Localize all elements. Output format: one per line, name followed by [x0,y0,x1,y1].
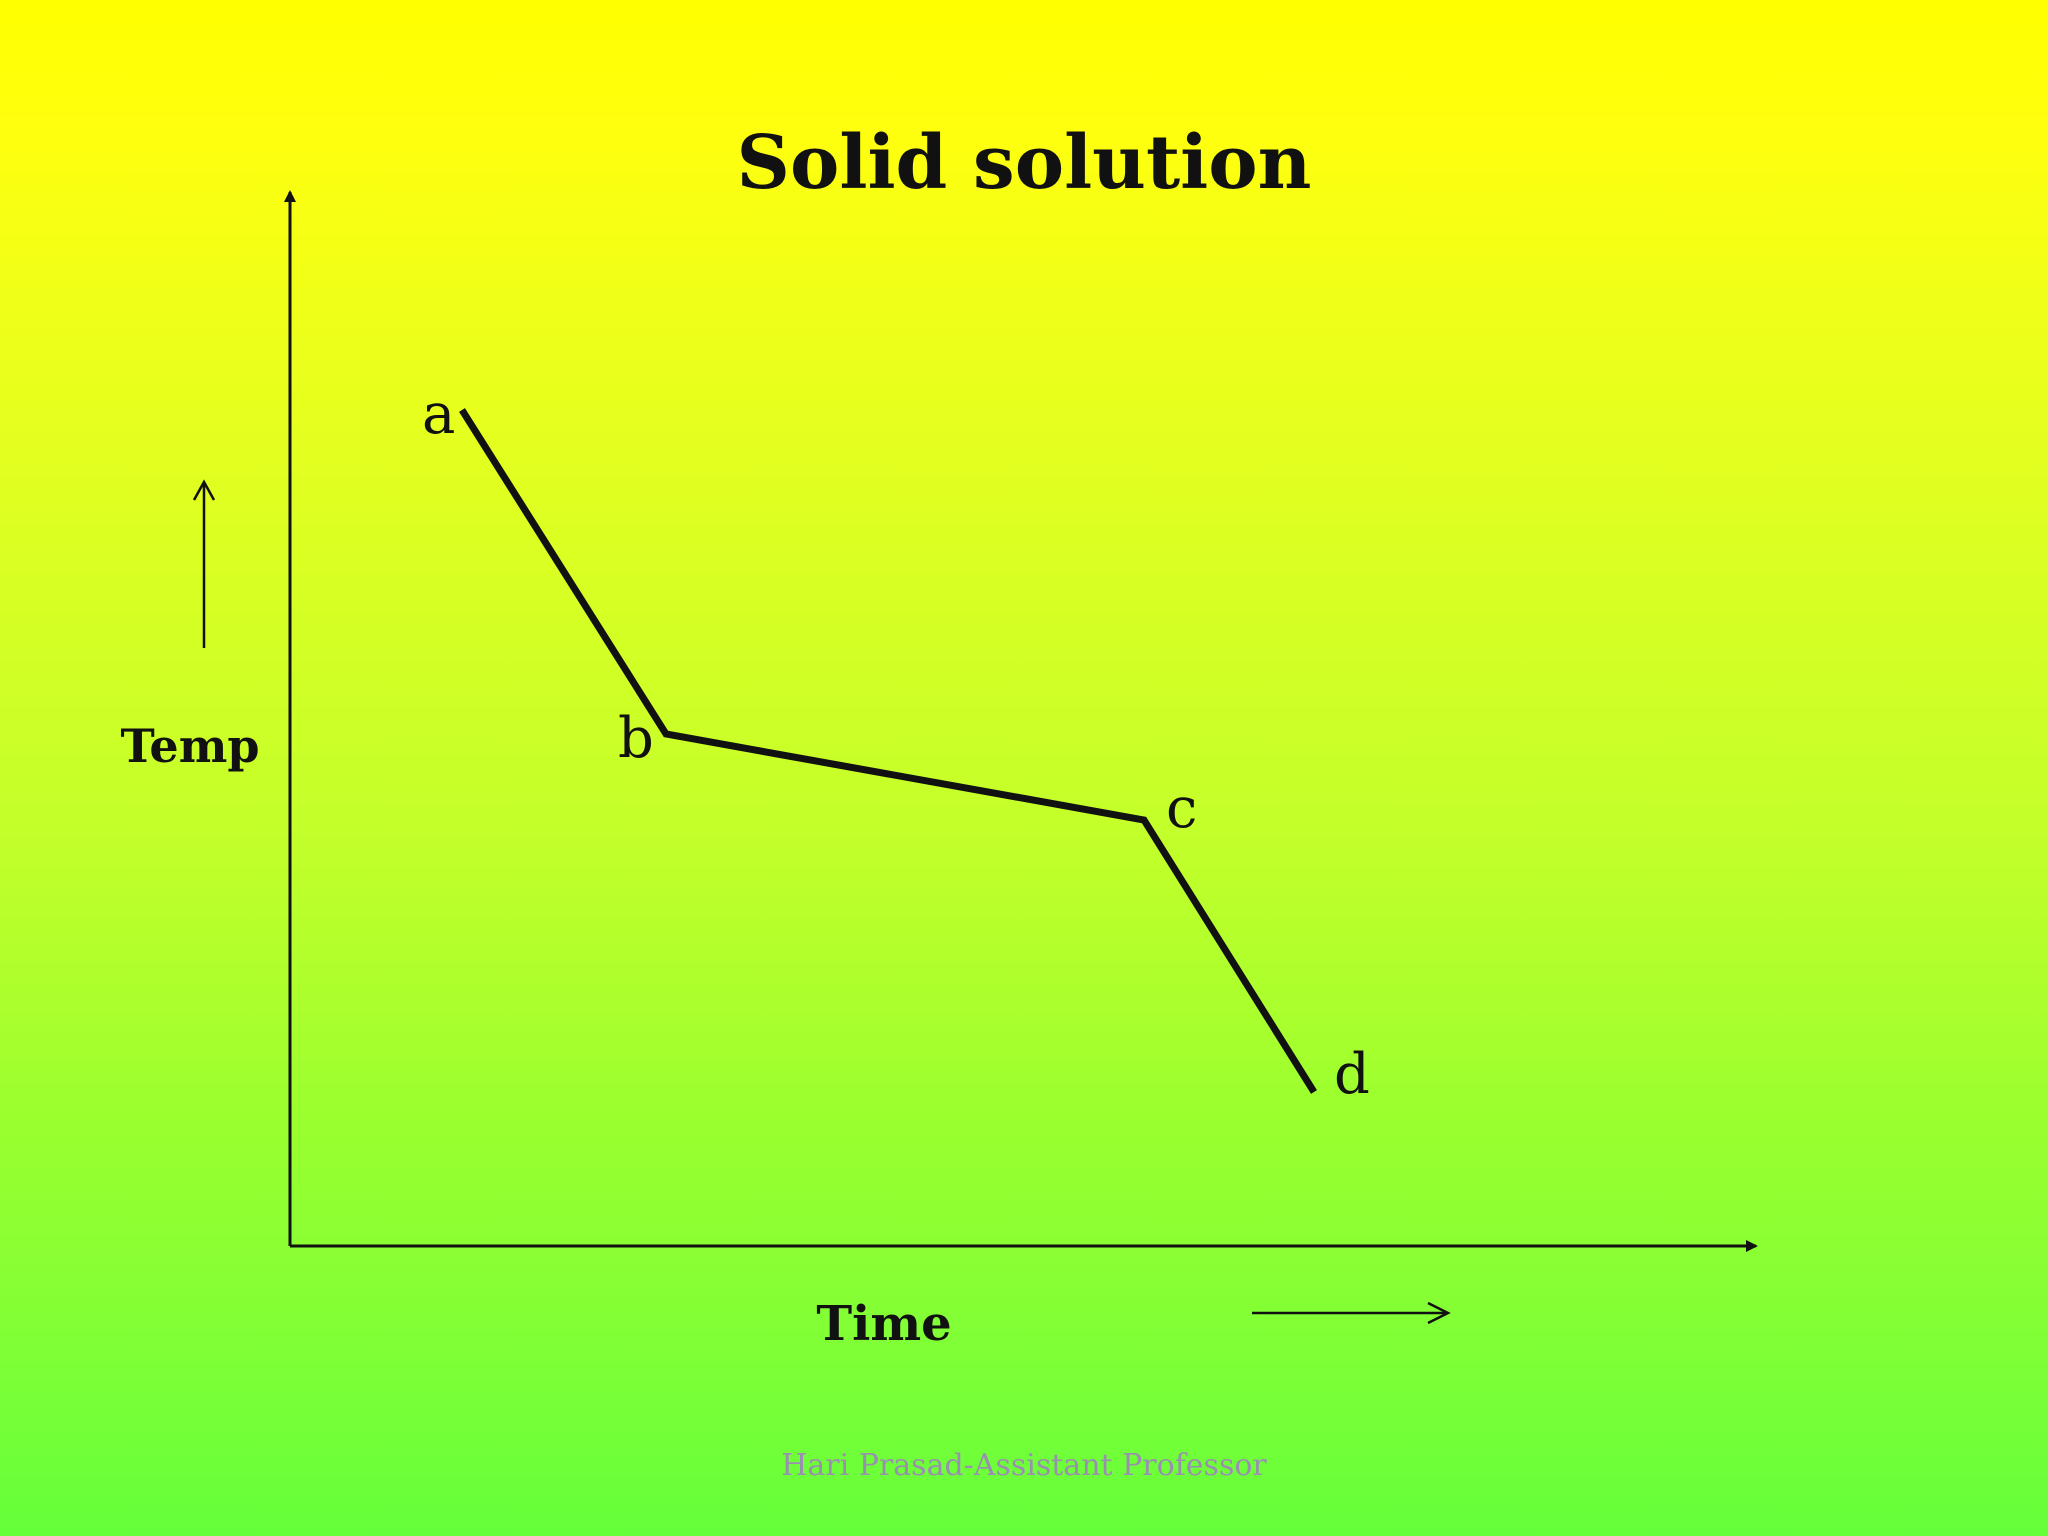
point-label-c: c [1166,776,1197,841]
point-label-d: d [1334,1042,1370,1107]
footer-credit: Hari Prasad-Assistant Professor [781,1448,1267,1483]
point-label-a: a [422,382,455,447]
x-axis-label: Time [816,1296,951,1352]
time-direction-arrow-icon [1252,1301,1451,1325]
y-axis-label: Temp [120,719,259,773]
cooling-curve [459,408,1317,1094]
point-label-b: b [618,706,654,771]
slide-title: Solid solution [736,120,1312,206]
temp-direction-arrow-icon [192,479,216,648]
